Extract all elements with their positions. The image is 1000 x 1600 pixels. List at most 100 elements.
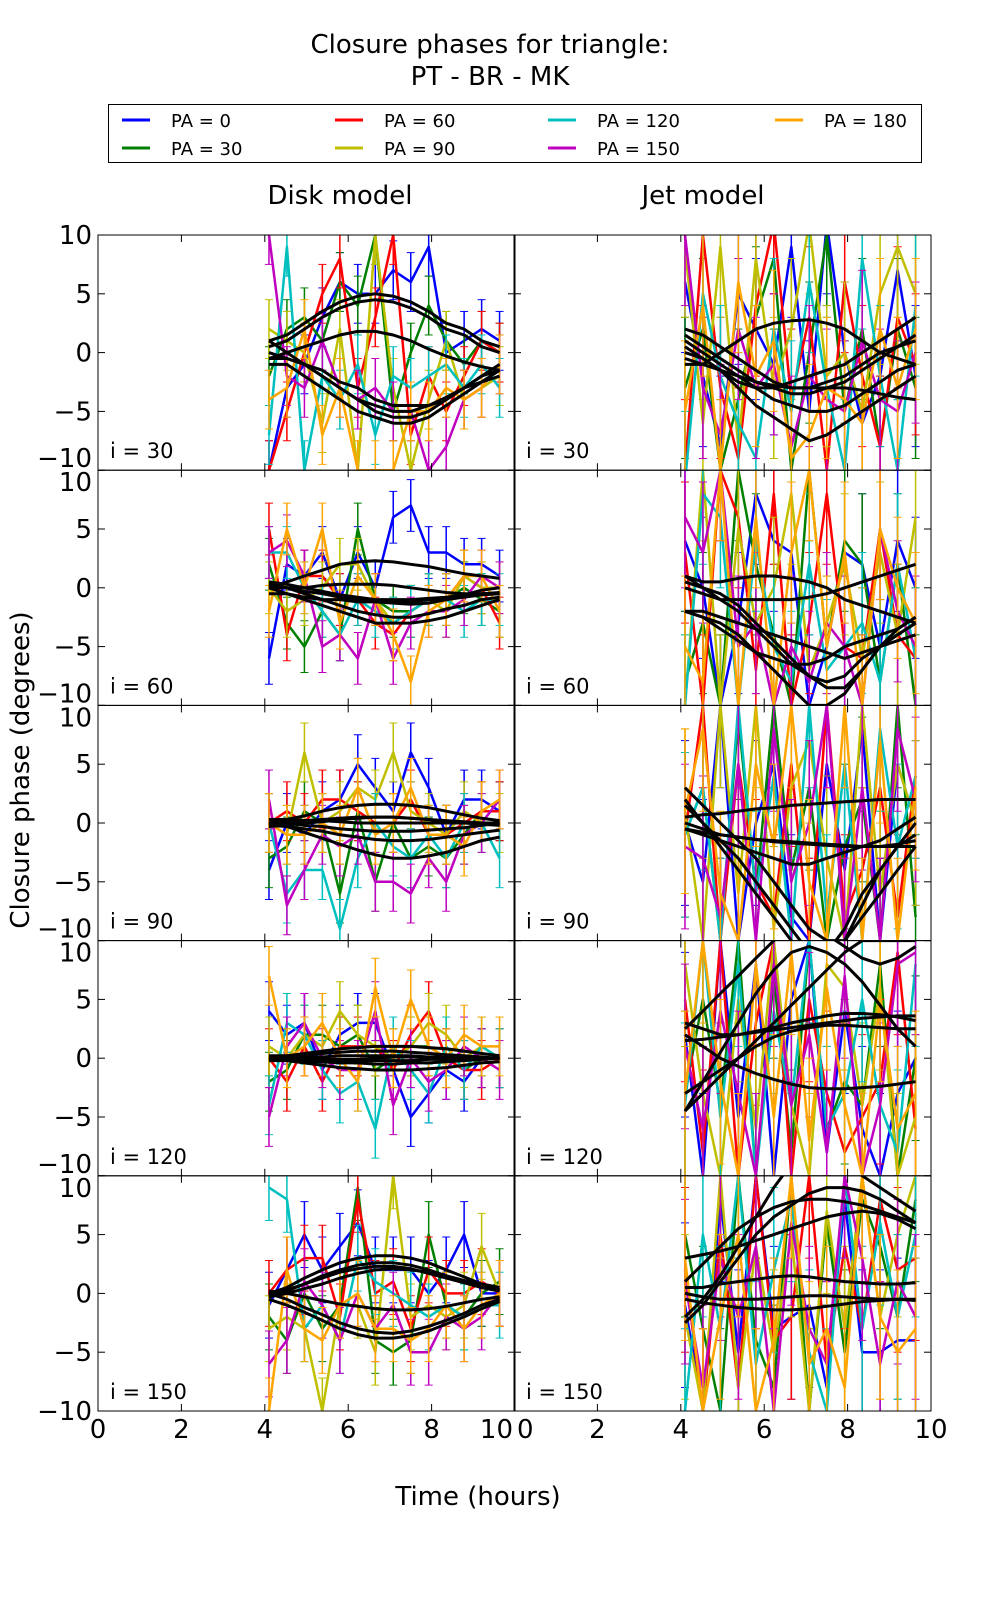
model-curve	[684, 1297, 916, 1312]
x-tick-label: 0	[90, 1415, 107, 1445]
model-curve	[268, 586, 501, 625]
data-line	[683, 470, 917, 706]
panel-frame	[97, 234, 516, 471]
model-curve	[683, 1175, 917, 1318]
model-curve	[268, 1297, 501, 1340]
legend-label: PA = 180	[824, 111, 907, 132]
data-series-pa180	[680, 1175, 920, 1412]
x-tick-label: 2	[173, 1415, 190, 1445]
x-tick-label: 4	[257, 1415, 274, 1445]
model-curve	[268, 1289, 500, 1312]
panel-inclination-label: i = 90	[110, 910, 174, 934]
model-curve	[684, 1033, 916, 1091]
data-series-pa60	[264, 235, 504, 471]
panel-plot-area	[264, 945, 504, 1159]
y-tick-label: −10	[37, 915, 92, 945]
panel-plot-area	[680, 705, 920, 941]
model-curve	[268, 1264, 500, 1295]
y-tick-label: 5	[75, 750, 92, 780]
panel-plot-area	[264, 1175, 504, 1412]
data-line	[684, 705, 917, 941]
panel-inclination-label: i = 150	[110, 1380, 187, 1404]
legend-label: PA = 60	[384, 111, 455, 132]
data-series-pa90	[264, 981, 504, 1089]
model-curve	[269, 592, 500, 604]
y-tick-label: 5	[75, 515, 92, 545]
data-series-pa90	[264, 235, 504, 471]
y-tick-label: 5	[75, 985, 92, 1015]
model-curve	[268, 559, 500, 590]
model-curve	[684, 1291, 916, 1302]
y-tick-label: 0	[75, 574, 92, 604]
model-curve	[268, 1056, 500, 1072]
model-curve	[683, 940, 917, 1030]
model-curve	[684, 1209, 917, 1260]
model-curve	[685, 609, 917, 660]
y-tick-label: 10	[59, 1174, 92, 1204]
model-curve	[684, 339, 917, 413]
x-tick-label: 4	[673, 1415, 690, 1445]
y-tick-label: −5	[54, 397, 92, 427]
model-curve	[684, 580, 917, 690]
data-line	[268, 809, 500, 895]
legend: PA = 0 PA = 30 PA = 60 PA = 90 PA = 120 PA = …	[108, 104, 922, 163]
model-curve	[268, 351, 501, 407]
panel-plot-area	[264, 722, 504, 941]
model-curve	[268, 1254, 501, 1295]
y-tick-label: 10	[59, 221, 92, 251]
panel-inclination-label: i = 30	[110, 439, 174, 463]
model-curve	[685, 318, 917, 366]
legend-label: PA = 30	[171, 139, 242, 160]
chart-title-line2: PT - BR - MK	[411, 62, 571, 92]
model-curve	[268, 821, 500, 860]
model-curve	[684, 798, 916, 819]
model-curve	[684, 1023, 916, 1095]
y-tick-label: −5	[54, 1338, 92, 1368]
y-tick-label: 5	[75, 280, 92, 310]
panel-inclination-label: i = 120	[526, 1145, 603, 1169]
model-curve	[268, 580, 500, 602]
model-curve	[684, 609, 917, 666]
model-curve	[268, 582, 500, 619]
model-curve	[269, 362, 501, 425]
panel-inclination-label: i = 30	[526, 439, 590, 463]
panel-plot-area	[264, 235, 504, 471]
model-curve	[684, 821, 916, 848]
y-tick-label: 0	[75, 339, 92, 369]
data-line	[267, 245, 501, 471]
panel-inclination-label: i = 60	[110, 674, 174, 698]
legend-label: PA = 150	[597, 139, 680, 160]
data-line	[684, 257, 917, 471]
x-tick-label: 8	[423, 1415, 440, 1445]
data-line	[683, 951, 917, 1176]
model-curve	[268, 292, 501, 349]
tick-labels: 1050−5−101050−5−101050−5−101050−5−101050…	[37, 221, 947, 1445]
model-curve	[684, 1012, 916, 1043]
model-curve	[684, 1014, 916, 1037]
model-curve	[268, 1291, 501, 1335]
data-line	[683, 235, 917, 448]
model-curve	[685, 1274, 916, 1289]
model-curve	[268, 329, 500, 372]
y-tick-label: 10	[59, 939, 92, 969]
x-axis-label: Time (hours)	[394, 1482, 560, 1512]
panel-inclination-label: i = 60	[526, 674, 590, 698]
y-tick-label: 10	[59, 703, 92, 733]
y-tick-label: −10	[37, 1150, 92, 1180]
legend-label: PA = 90	[384, 139, 455, 160]
x-tick-label: 10	[480, 1415, 513, 1445]
x-tick-label: 0	[517, 1415, 534, 1445]
model-curve	[268, 802, 500, 825]
legend-frame	[108, 104, 922, 163]
model-curve	[268, 1267, 500, 1299]
y-tick-label: −10	[37, 444, 92, 474]
model-curve	[684, 357, 916, 402]
data-line	[267, 235, 501, 471]
y-tick-label: −10	[37, 1397, 92, 1427]
data-line	[683, 705, 917, 941]
model-curve	[683, 786, 917, 941]
x-tick-label: 8	[839, 1415, 856, 1445]
x-tick-label: 6	[756, 1415, 773, 1445]
data-line	[683, 492, 917, 706]
